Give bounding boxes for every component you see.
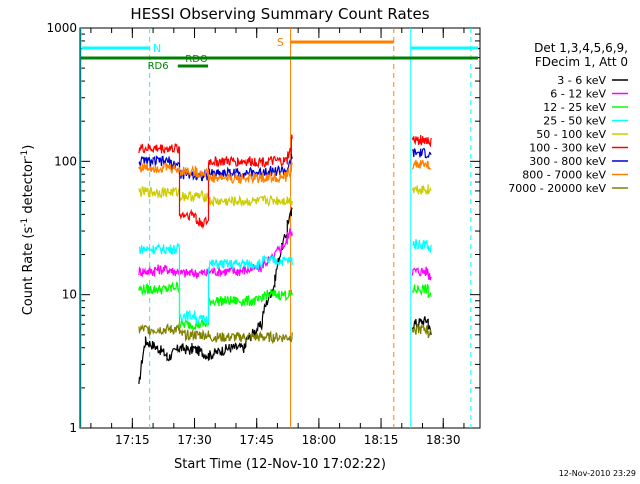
chart-title: HESSI Observing Summary Count Rates	[130, 5, 429, 23]
generation-timestamp: 12-Nov-2010 23:29	[559, 469, 636, 478]
y-tick-label: 10	[62, 288, 77, 302]
series-line	[138, 322, 293, 345]
series-line	[138, 159, 293, 185]
series-line	[411, 134, 432, 148]
series-line	[138, 134, 293, 230]
x-axis-label: Start Time (12-Nov-10 17:02:22)	[174, 457, 386, 472]
y-tick-label: 100	[54, 154, 77, 168]
y-axis-label: Count Rate (s-1 detector-1)	[20, 145, 36, 316]
legend-label: 50 - 100 keV	[536, 128, 606, 141]
x-tick-label: 17:45	[239, 433, 274, 447]
plot-frame	[79, 27, 481, 429]
series-line	[138, 242, 293, 328]
legend-label: 3 - 6 keV	[557, 74, 606, 87]
legend-header: Det 1,3,4,5,6,9, FDecim 1, Att 0	[534, 41, 628, 69]
series-line	[138, 281, 293, 332]
legend-header-line-1: Det 1,3,4,5,6,9,	[534, 41, 628, 55]
series-line	[411, 284, 432, 299]
y-tick-label: 1	[69, 421, 77, 435]
legend-label: 7000 - 20000 keV	[508, 182, 606, 195]
night-label: N	[153, 42, 161, 55]
rdo-label: RDO	[185, 54, 208, 65]
series-line	[411, 184, 432, 196]
legend-label: 6 - 12 keV	[550, 88, 606, 101]
series-line	[412, 147, 432, 159]
legend-label: 100 - 300 keV	[529, 142, 606, 155]
y-tick-label: 1000	[46, 21, 77, 35]
series-line	[411, 323, 432, 339]
series-line	[411, 316, 432, 336]
series-line	[411, 159, 432, 170]
x-tick-label: 18:30	[426, 433, 461, 447]
x-tick-label: 18:00	[302, 433, 337, 447]
plot-layer: 1 10 100 1000 17:15 17:30 17:45 18:00 18:15 18:30…	[46, 21, 481, 447]
legend-label: 12 - 25 keV	[543, 101, 606, 114]
x-tick-label: 17:15	[115, 433, 150, 447]
rd6-label: RD6	[148, 61, 169, 72]
legend-label: 25 - 50 keV	[543, 115, 606, 128]
x-tick-label: 18:15	[364, 433, 399, 447]
series-line	[411, 266, 432, 281]
legend-header-line-2: FDecim 1, Att 0	[535, 55, 628, 69]
legend-label: 300 - 800 keV	[529, 155, 606, 168]
series-line	[412, 239, 432, 253]
legend-label: 800 - 7000 keV	[522, 169, 606, 182]
x-tick-label: 17:30	[177, 433, 212, 447]
series-line	[138, 186, 293, 208]
series-line	[138, 206, 293, 384]
saa-label: S	[277, 36, 284, 49]
